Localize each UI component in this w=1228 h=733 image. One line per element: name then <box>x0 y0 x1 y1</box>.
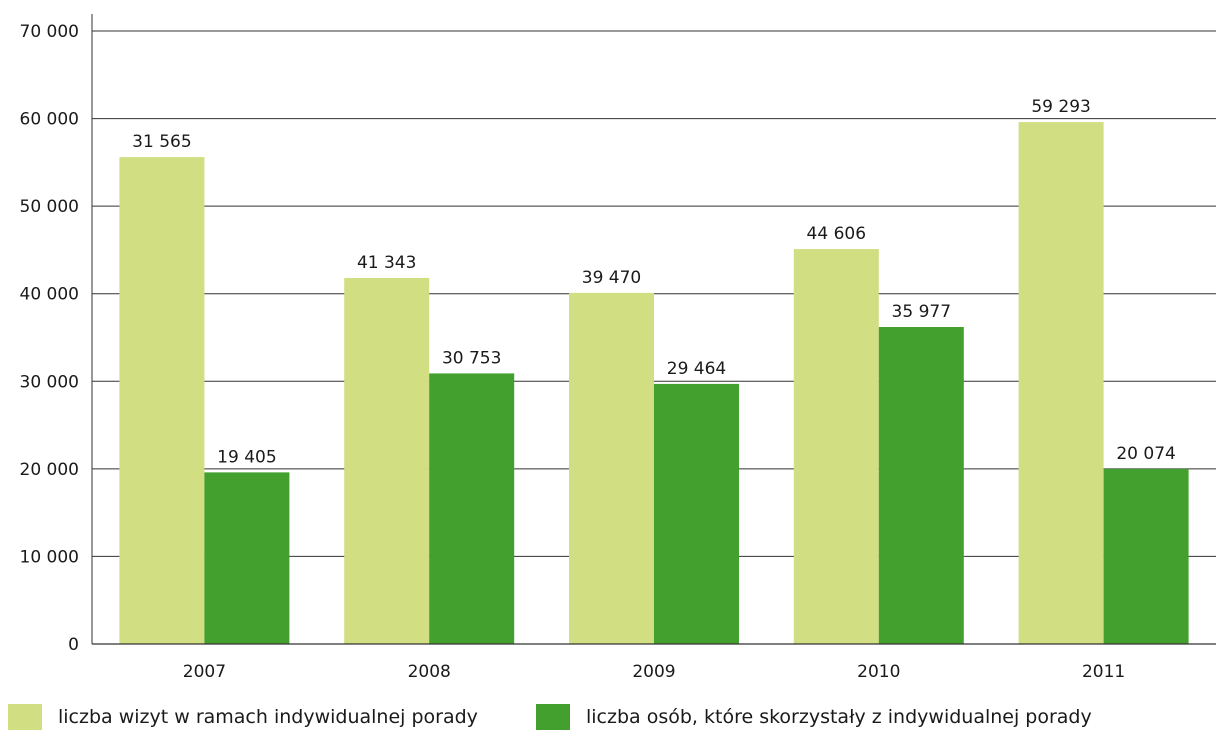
data-label-s0-2009: 39 470 <box>582 268 641 288</box>
bar-s1-2008 <box>429 373 515 644</box>
data-label-s0-2008: 41 343 <box>357 253 416 273</box>
legend-swatch-visits <box>8 704 42 730</box>
data-label-s1-2009: 29 464 <box>667 359 726 379</box>
y-tick-label-5: 50 000 <box>20 197 79 217</box>
bar-s1-2007 <box>204 472 290 644</box>
x-tick-label-2010: 2010 <box>857 662 900 682</box>
data-label-s1-2007: 19 405 <box>217 447 276 467</box>
x-tick-label-2009: 2009 <box>632 662 675 682</box>
bar-s0-2009 <box>569 292 654 644</box>
data-label-s0-2007: 31 565 <box>132 132 191 152</box>
y-tick-label-1: 10 000 <box>20 547 79 567</box>
bar-s1-2010 <box>878 326 964 644</box>
y-tick-label-7: 70 000 <box>20 22 79 42</box>
bar-s0-2010 <box>793 249 879 644</box>
y-tick-label-0: 0 <box>68 635 79 655</box>
data-label-s1-2011: 20 074 <box>1116 444 1175 464</box>
bar-s0-2008 <box>344 277 430 644</box>
data-label-s0-2010: 44 606 <box>807 224 866 244</box>
bar-s1-2011 <box>1103 468 1189 644</box>
bar-s1-2009 <box>654 383 739 644</box>
x-tick-label-2011: 2011 <box>1082 662 1125 682</box>
y-tick-label-6: 60 000 <box>20 110 79 130</box>
legend-label-visits: liczba wizyt w ramach indywidualnej pora… <box>58 706 478 728</box>
y-tick-label-2: 20 000 <box>20 460 79 480</box>
y-tick-label-4: 40 000 <box>20 285 79 305</box>
x-tick-label-2007: 2007 <box>183 662 226 682</box>
data-label-s0-2011: 59 293 <box>1031 97 1090 117</box>
legend-swatch-persons <box>536 704 570 730</box>
bar-s0-2007 <box>119 157 205 645</box>
bar-s0-2011 <box>1018 122 1104 645</box>
legend-item-persons: liczba osób, które skorzystały z indywid… <box>536 704 1092 730</box>
data-label-s1-2010: 35 977 <box>892 302 951 322</box>
legend-item-visits: liczba wizyt w ramach indywidualnej pora… <box>8 704 478 730</box>
x-tick-label-2008: 2008 <box>408 662 451 682</box>
legend-label-persons: liczba osób, które skorzystały z indywid… <box>586 706 1092 728</box>
chart-legend: liczba wizyt w ramach indywidualnej pora… <box>0 700 1228 733</box>
data-label-s1-2008: 30 753 <box>442 348 501 368</box>
bar-chart: 0 10 000 20 000 30 000 40 000 50 000 60 000 70 … <box>20 14 1216 682</box>
y-tick-label-3: 30 000 <box>20 372 79 392</box>
